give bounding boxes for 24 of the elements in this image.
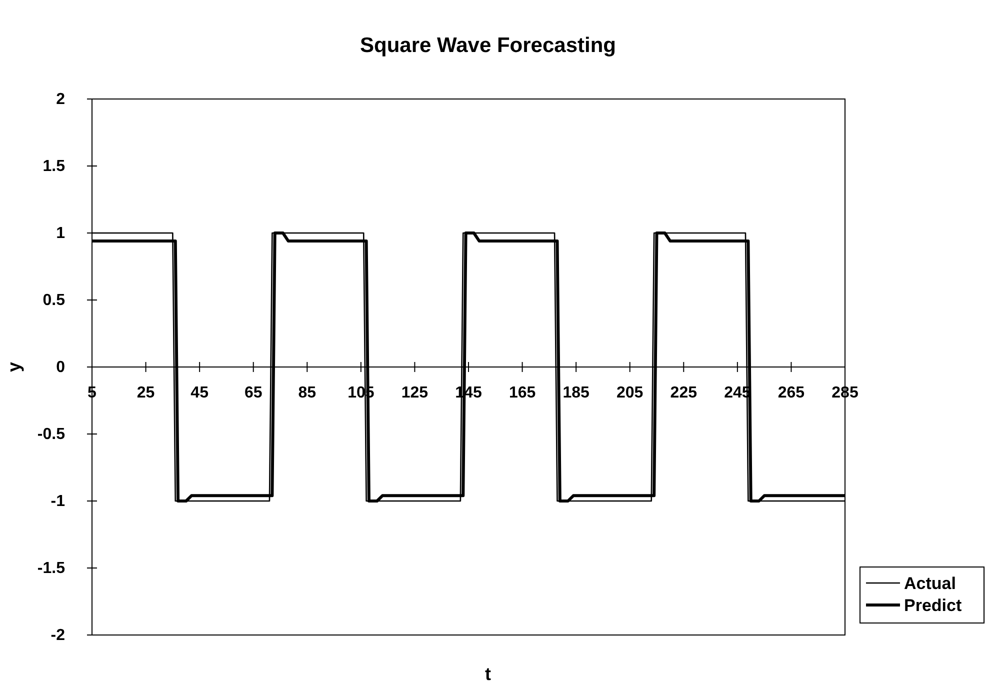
y-tick-label: -2 [50, 627, 66, 644]
y-tick-label: 0.5 [42, 292, 66, 310]
legend-label: Actual [904, 574, 956, 593]
chart-title: Square Wave Forecasting [360, 34, 616, 57]
y-tick-label: 0 [56, 359, 66, 376]
y-tick-label: 1 [56, 225, 66, 242]
y-tick-label: 1.5 [42, 158, 66, 176]
x-tick-label: 265 [778, 384, 805, 402]
y-tick-label: 2 [56, 91, 66, 108]
x-tick-label: 225 [670, 384, 698, 402]
x-tick-label: 165 [508, 384, 536, 402]
x-tick-label: 65 [244, 384, 262, 402]
y-tick-label: -1.5 [37, 560, 66, 578]
y-axis-title: y [4, 362, 24, 372]
x-tick-label: 185 [562, 384, 590, 402]
x-tick-label: 205 [616, 384, 644, 402]
x-tick-label: 85 [298, 384, 316, 402]
y-tick-label: -0.5 [37, 426, 66, 444]
x-axis-title: t [485, 664, 491, 683]
x-tick-label: 125 [401, 384, 428, 402]
x-tick-label: 25 [136, 384, 155, 402]
y-tick-label: -1 [50, 493, 66, 510]
x-tick-label: 45 [190, 384, 209, 402]
legend-label: Predict [904, 596, 962, 615]
